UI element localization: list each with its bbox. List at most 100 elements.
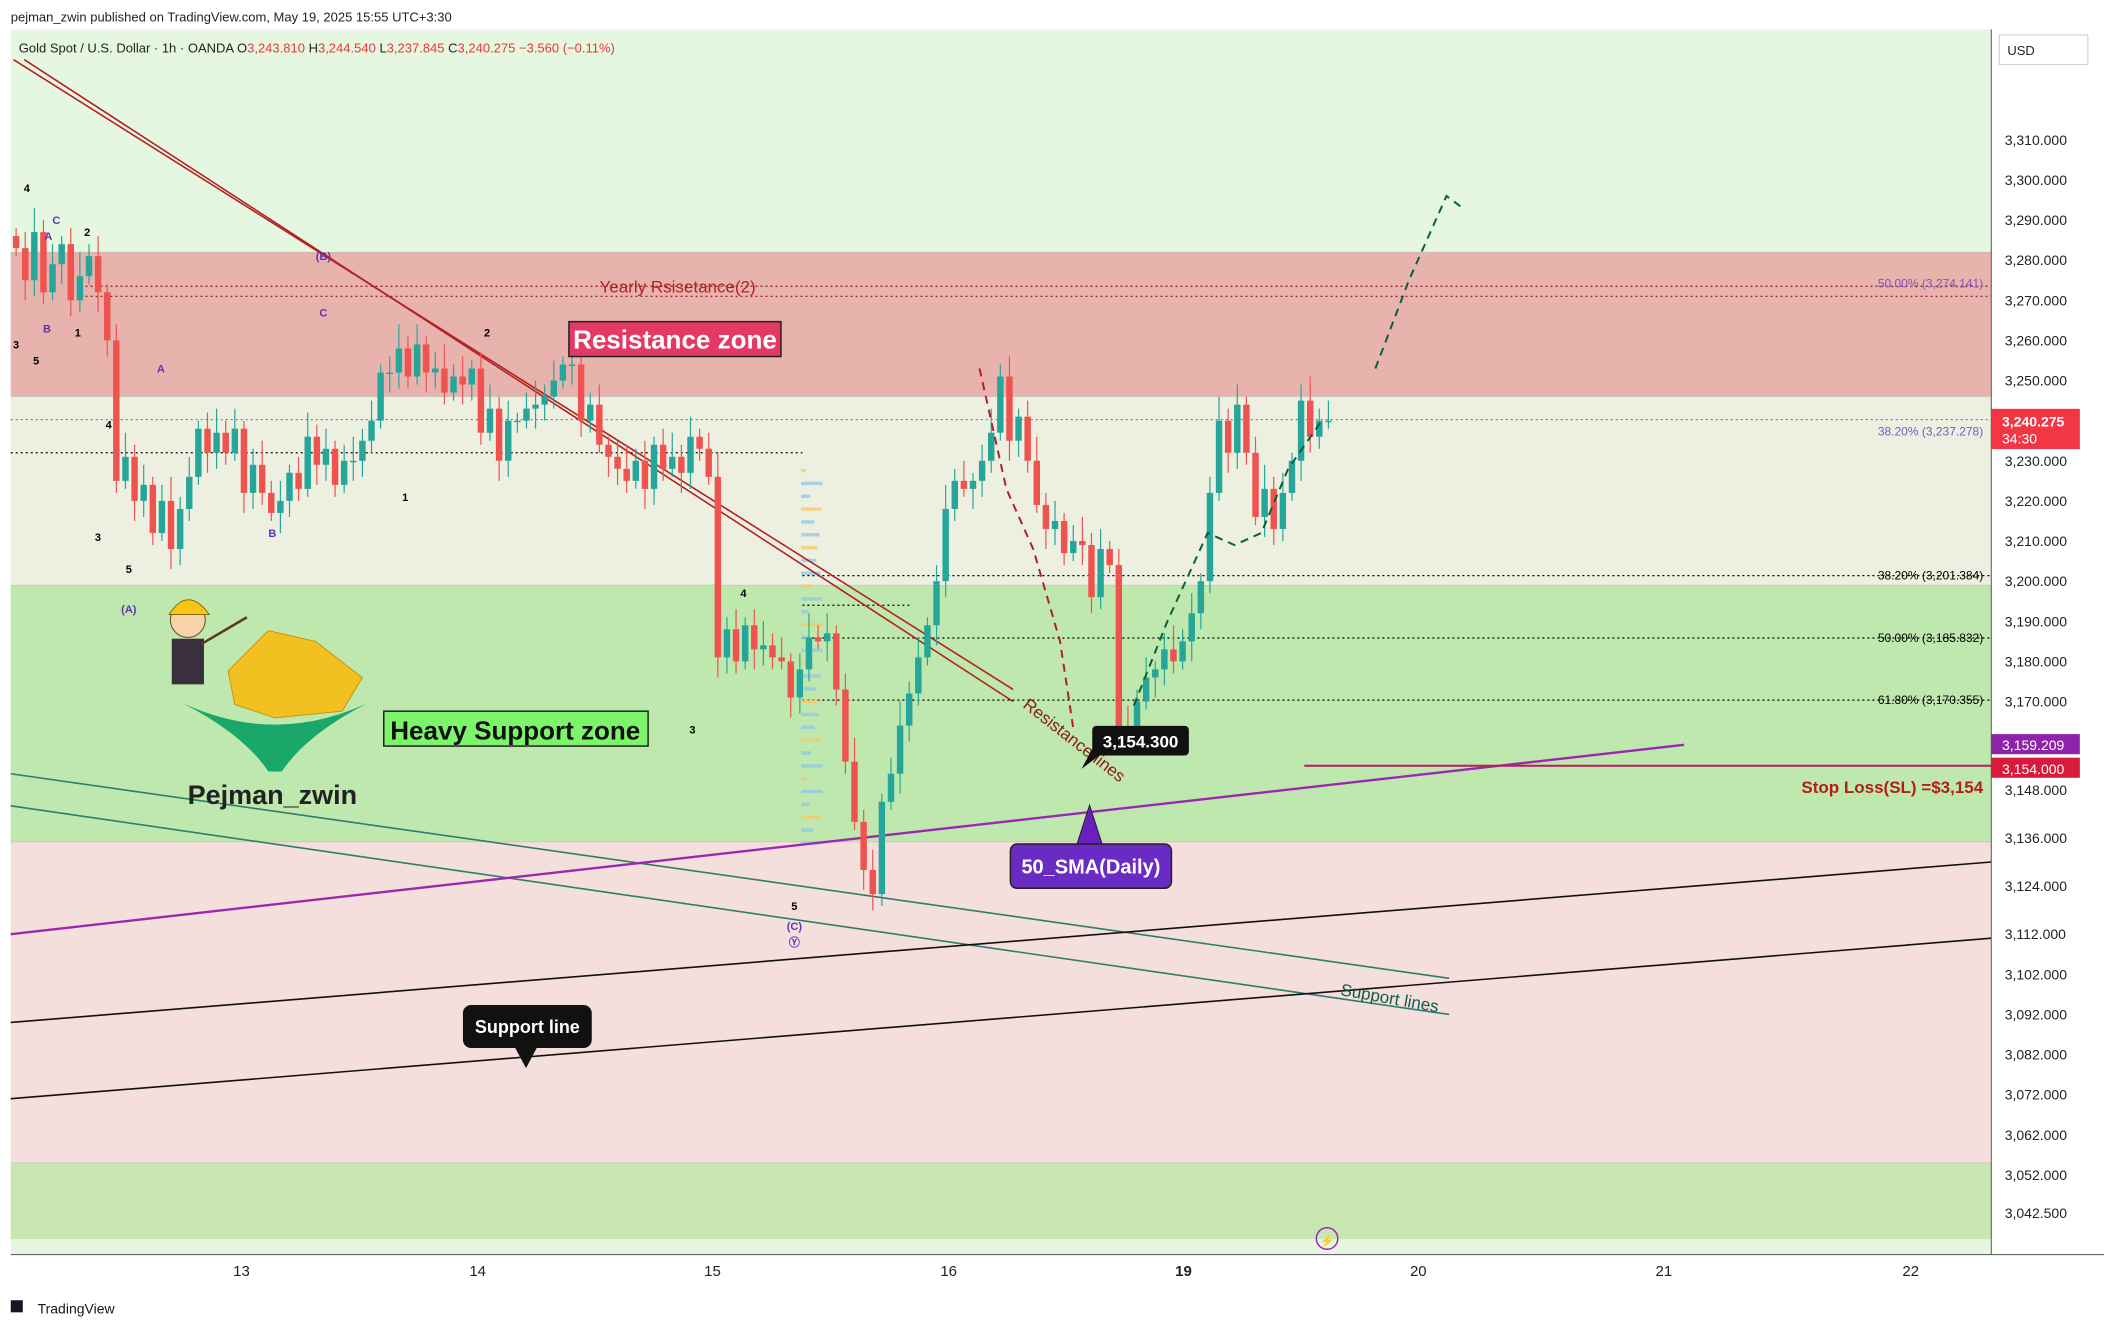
candle-body bbox=[760, 645, 767, 650]
candle bbox=[404, 336, 412, 389]
wave-label: A bbox=[157, 364, 165, 376]
candle-body bbox=[432, 368, 439, 373]
candle-body bbox=[322, 448, 330, 465]
candle-body bbox=[896, 725, 904, 774]
candle-body bbox=[1188, 613, 1195, 642]
volume-bar bbox=[801, 751, 811, 755]
candle-body bbox=[723, 629, 731, 658]
candle-body bbox=[1261, 488, 1268, 517]
candle bbox=[1270, 476, 1277, 546]
candle bbox=[741, 617, 749, 670]
candle-body bbox=[532, 404, 539, 409]
legend-line: Gold Spot / U.S. Dollar · 1h · OANDA O3,… bbox=[19, 40, 615, 55]
candle bbox=[313, 424, 321, 485]
candle bbox=[1015, 408, 1022, 457]
sma-callout-box bbox=[1009, 843, 1173, 890]
candle-body bbox=[751, 625, 758, 650]
candle bbox=[988, 408, 995, 473]
candle-body bbox=[1070, 541, 1077, 554]
candle bbox=[687, 416, 694, 489]
candle bbox=[596, 384, 603, 453]
candle-body bbox=[495, 408, 503, 461]
candle-body bbox=[85, 256, 93, 277]
support-line-pointer bbox=[515, 1047, 537, 1069]
time-tick-label: 15 bbox=[704, 1263, 721, 1280]
candle-body bbox=[1179, 641, 1186, 662]
candle-body bbox=[1197, 581, 1205, 614]
candle bbox=[331, 440, 339, 497]
candle-body bbox=[313, 436, 321, 465]
wave-label: 2 bbox=[84, 227, 90, 239]
legend-change: −3.560 (−0.11%) bbox=[519, 40, 615, 55]
current-price-tag bbox=[1991, 408, 2080, 450]
candle-body bbox=[1288, 460, 1296, 493]
candle bbox=[76, 252, 84, 313]
support-line-black-1 bbox=[10, 861, 1992, 1024]
candle-body bbox=[486, 408, 494, 433]
wave-label: 5 bbox=[33, 355, 39, 367]
candle-body bbox=[951, 480, 958, 509]
price-tick-label: 3,124.000 bbox=[2005, 878, 2067, 894]
candle-body bbox=[1142, 677, 1150, 702]
candle-body bbox=[1079, 541, 1086, 546]
time-tick-label: 20 bbox=[1410, 1263, 1427, 1280]
candle-body bbox=[195, 428, 202, 477]
candle-body bbox=[404, 348, 412, 377]
wave-label: A bbox=[44, 231, 52, 243]
candle-body bbox=[1243, 404, 1250, 453]
wave-label: B bbox=[43, 323, 51, 335]
candle bbox=[951, 468, 958, 521]
candle-body bbox=[1224, 420, 1232, 453]
fib-level-label: 38.20% (3,201.384) bbox=[1878, 569, 1983, 583]
candle bbox=[1179, 629, 1186, 670]
candle bbox=[386, 356, 393, 393]
candle bbox=[869, 849, 876, 911]
candle bbox=[997, 364, 1004, 441]
candle-body bbox=[814, 637, 822, 642]
current-price-label: 3,240.275 bbox=[2002, 413, 2064, 429]
candle-body bbox=[614, 456, 621, 469]
published-line: pejman_zwin published on TradingView.com… bbox=[11, 9, 452, 24]
candle-body bbox=[40, 232, 47, 293]
price-tick-label: 3,072.000 bbox=[2005, 1087, 2067, 1103]
price-tick-label: 3,180.000 bbox=[2005, 653, 2067, 669]
candle bbox=[969, 472, 977, 509]
candle bbox=[104, 284, 111, 357]
candle-body bbox=[641, 460, 649, 489]
candle-body bbox=[12, 236, 20, 249]
sl-price-label: 3,154.000 bbox=[2002, 761, 2064, 777]
wave-label: 1 bbox=[402, 492, 408, 504]
candle bbox=[860, 809, 867, 891]
candle bbox=[614, 440, 621, 485]
candle-body bbox=[687, 436, 694, 473]
zone-heavy-support bbox=[10, 585, 1992, 842]
time-tick-label: 13 bbox=[233, 1263, 250, 1280]
candle-body bbox=[541, 396, 548, 405]
zone-resistance bbox=[10, 252, 1992, 397]
candle bbox=[422, 336, 430, 393]
heavy-support-zone-label: Heavy Support zone bbox=[390, 715, 640, 745]
resistance-line-2 bbox=[23, 58, 1014, 703]
fib-level-label: 50.00% (3,185.832) bbox=[1878, 631, 1983, 645]
candle-body bbox=[350, 460, 357, 463]
candle-body bbox=[696, 436, 703, 449]
price-tick-label: 3,092.000 bbox=[2005, 1006, 2067, 1022]
candle-body bbox=[1270, 488, 1277, 529]
candle-body bbox=[395, 348, 403, 373]
candle bbox=[669, 432, 676, 477]
time-tick-label: 19 bbox=[1175, 1263, 1192, 1280]
candle bbox=[1279, 472, 1287, 542]
candle bbox=[1152, 661, 1159, 698]
wave-label: C bbox=[52, 215, 60, 227]
resistance-zone-label-box: Resistance zone bbox=[568, 320, 782, 358]
lightning-icon-circle bbox=[1315, 1227, 1339, 1250]
candle bbox=[277, 480, 284, 534]
candle bbox=[550, 360, 558, 409]
candle-body bbox=[413, 344, 421, 377]
candle bbox=[823, 613, 831, 662]
author-name: Pejman_zwin bbox=[188, 780, 358, 810]
candle bbox=[641, 440, 649, 509]
currency-box bbox=[1998, 34, 2089, 65]
